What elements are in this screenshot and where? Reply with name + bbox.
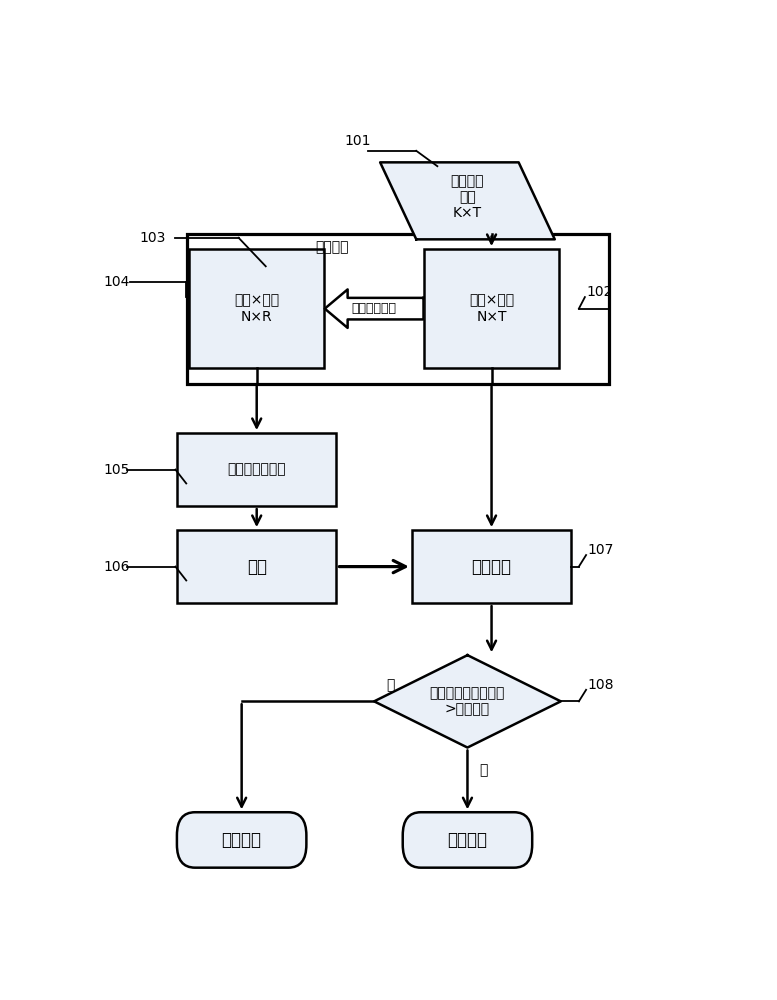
FancyBboxPatch shape	[177, 812, 306, 868]
Text: 104: 104	[103, 275, 130, 289]
Bar	[423, 249, 559, 368]
Bar	[187, 234, 609, 384]
Text: 波束形成: 波束形成	[315, 240, 349, 254]
Text: 同类素点的速度均值
>设定阈值: 同类素点的速度均值 >设定阈值	[430, 686, 505, 716]
Bar	[189, 249, 325, 368]
Text: 102: 102	[586, 285, 612, 299]
Text: 聚类: 聚类	[247, 558, 267, 576]
Text: 101: 101	[345, 134, 371, 148]
Text: 108: 108	[587, 678, 614, 692]
Text: 107: 107	[587, 543, 614, 557]
Polygon shape	[375, 655, 561, 748]
Text: 时域分段求和: 时域分段求和	[352, 302, 396, 315]
Text: 静止目标: 静止目标	[221, 831, 262, 849]
Bar	[177, 433, 336, 506]
Text: 阵元时域
数据
K×T: 阵元时域 数据 K×T	[451, 174, 484, 220]
Text: 是: 是	[479, 763, 488, 777]
Polygon shape	[380, 162, 555, 239]
Text: 105: 105	[103, 463, 130, 477]
Text: 运动目标: 运动目标	[448, 831, 487, 849]
Text: 速度估计: 速度估计	[472, 558, 511, 576]
Bar	[177, 530, 336, 603]
FancyBboxPatch shape	[402, 812, 532, 868]
Polygon shape	[325, 289, 423, 328]
Text: 方位×距离
N×R: 方位×距离 N×R	[234, 294, 279, 324]
Text: 二维恒虚警检测: 二维恒虚警检测	[228, 463, 286, 477]
Bar	[412, 530, 571, 603]
Text: 106: 106	[103, 560, 130, 574]
Text: 方位×时间
N×T: 方位×时间 N×T	[469, 294, 514, 324]
Text: 103: 103	[139, 231, 166, 245]
Text: 否: 否	[386, 678, 395, 692]
